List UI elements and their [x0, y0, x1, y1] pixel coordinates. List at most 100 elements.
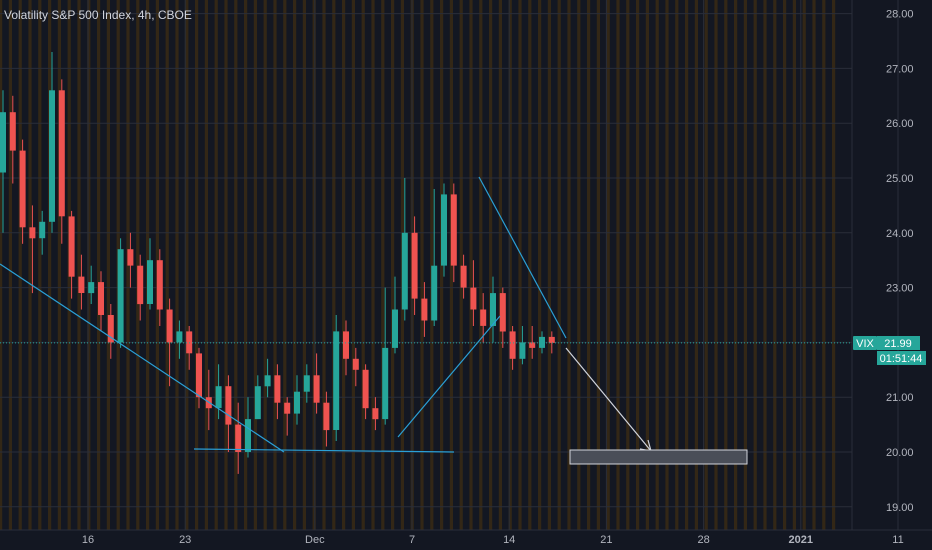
candle[interactable]: [313, 353, 320, 414]
session-band: [420, 0, 424, 530]
trendline-falling-support[interactable]: [0, 263, 285, 453]
candle[interactable]: [225, 375, 232, 452]
candle-body: [441, 194, 447, 266]
candle[interactable]: [39, 210, 46, 255]
session-band: [616, 0, 620, 530]
candle[interactable]: [49, 52, 55, 233]
candle[interactable]: [421, 282, 428, 337]
session-band: [822, 0, 826, 530]
session-band: [106, 0, 110, 530]
session-band: [665, 0, 669, 530]
session-band: [28, 0, 32, 530]
session-band: [136, 0, 140, 530]
trendline-rising[interactable]: [397, 315, 501, 438]
candle[interactable]: [137, 254, 144, 321]
session-band: [77, 0, 81, 530]
candle[interactable]: [441, 183, 447, 277]
candle-body: [117, 249, 124, 343]
candle[interactable]: [166, 298, 173, 387]
candle-body: [509, 331, 516, 359]
candle[interactable]: [19, 139, 26, 244]
session-band: [234, 0, 238, 530]
candle[interactable]: [9, 95, 16, 184]
session-band: [322, 0, 326, 530]
candle[interactable]: [431, 189, 438, 326]
candle[interactable]: [264, 358, 271, 398]
candle[interactable]: [29, 205, 36, 294]
last-price-symbol-badge: [853, 336, 877, 350]
candle[interactable]: [303, 364, 310, 403]
candle[interactable]: [147, 238, 153, 310]
candle-body: [98, 282, 104, 315]
candle-body: [176, 331, 183, 343]
candle[interactable]: [117, 238, 124, 348]
session-band: [753, 0, 757, 530]
candle[interactable]: [333, 315, 340, 441]
candle-body: [0, 112, 6, 173]
candle[interactable]: [411, 216, 418, 315]
projection-arrow[interactable]: [565, 347, 652, 452]
candle[interactable]: [539, 331, 545, 354]
candle[interactable]: [490, 276, 496, 343]
candle[interactable]: [156, 249, 163, 326]
candle[interactable]: [323, 391, 330, 447]
candle[interactable]: [196, 347, 202, 409]
candle[interactable]: [509, 326, 516, 370]
candle[interactable]: [529, 326, 536, 359]
candle-body: [78, 276, 85, 293]
candle[interactable]: [372, 397, 379, 431]
candle[interactable]: [284, 397, 291, 436]
candle-body: [431, 265, 438, 321]
candle-body: [9, 112, 16, 151]
candle-body: [519, 342, 526, 359]
session-band: [263, 0, 267, 530]
candle[interactable]: [0, 90, 6, 233]
trendline-falling-resistance[interactable]: [478, 176, 567, 339]
x-tick-label: 28: [697, 534, 709, 546]
session-band: [773, 0, 777, 530]
candle[interactable]: [88, 265, 95, 304]
candle[interactable]: [107, 304, 114, 359]
candle[interactable]: [382, 287, 389, 425]
candle[interactable]: [98, 271, 104, 332]
candle-body: [215, 386, 222, 409]
candle[interactable]: [127, 232, 134, 288]
candle[interactable]: [499, 287, 506, 348]
session-band: [302, 0, 306, 530]
candle[interactable]: [294, 375, 300, 425]
candle[interactable]: [78, 254, 85, 310]
session-band: [371, 0, 375, 530]
candle[interactable]: [401, 178, 408, 321]
candle[interactable]: [245, 397, 251, 458]
candle-body: [156, 260, 163, 310]
candle[interactable]: [215, 364, 222, 420]
candle[interactable]: [352, 347, 359, 387]
candle-body: [343, 331, 349, 359]
candle[interactable]: [235, 402, 242, 474]
session-band: [783, 0, 787, 530]
candle[interactable]: [519, 326, 526, 365]
session-band: [175, 0, 179, 530]
candle[interactable]: [68, 210, 75, 299]
trendline-horizontal-support[interactable]: [193, 448, 455, 453]
candle[interactable]: [58, 79, 65, 244]
candle[interactable]: [362, 364, 369, 420]
candle[interactable]: [343, 320, 349, 376]
candle-body: [196, 353, 202, 398]
candle[interactable]: [480, 293, 487, 343]
candle[interactable]: [186, 326, 193, 370]
target-box[interactable]: [569, 449, 748, 465]
candle[interactable]: [392, 276, 398, 354]
session-band: [391, 0, 395, 530]
session-band: [381, 0, 385, 530]
candle[interactable]: [450, 183, 457, 283]
candle[interactable]: [470, 260, 477, 326]
candle[interactable]: [254, 375, 261, 420]
candle[interactable]: [460, 254, 467, 299]
candle[interactable]: [548, 331, 555, 354]
session-band: [273, 0, 277, 530]
candle[interactable]: [274, 364, 281, 420]
session-band: [342, 0, 346, 530]
candle[interactable]: [176, 320, 183, 359]
